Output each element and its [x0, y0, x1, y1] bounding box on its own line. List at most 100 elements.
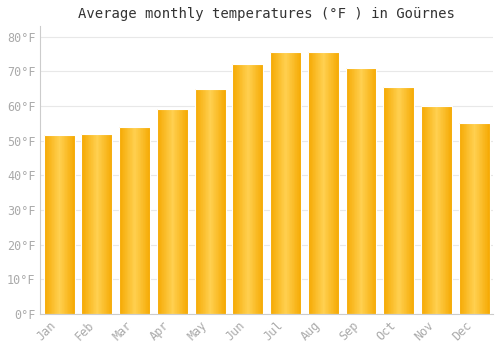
Bar [421, 106, 422, 314]
Bar [308, 52, 309, 314]
Bar [210, 89, 212, 314]
Bar [127, 127, 128, 314]
Bar [172, 110, 173, 314]
Bar [119, 127, 120, 314]
Bar [308, 52, 338, 314]
Bar [276, 52, 277, 314]
Bar [428, 106, 429, 314]
Bar [429, 106, 430, 314]
Bar [392, 87, 393, 314]
Bar [394, 87, 395, 314]
Bar [186, 110, 187, 314]
Bar [277, 52, 278, 314]
Bar [187, 110, 188, 314]
Bar [374, 68, 375, 314]
Bar [431, 106, 432, 314]
Bar [85, 134, 86, 314]
Bar [312, 52, 313, 314]
Bar [66, 135, 67, 314]
Bar [436, 106, 437, 314]
Bar [373, 68, 374, 314]
Bar [458, 123, 460, 314]
Bar [242, 64, 243, 314]
Bar [288, 52, 290, 314]
Bar [101, 134, 102, 314]
Bar [275, 52, 276, 314]
Bar [220, 89, 221, 314]
Bar [324, 52, 325, 314]
Bar [194, 89, 226, 314]
Bar [320, 52, 321, 314]
Bar [163, 110, 164, 314]
Bar [356, 68, 358, 314]
Bar [346, 68, 347, 314]
Bar [337, 52, 338, 314]
Bar [254, 64, 255, 314]
Bar [108, 134, 110, 314]
Bar [132, 127, 133, 314]
Bar [368, 68, 369, 314]
Bar [325, 52, 326, 314]
Bar [139, 127, 140, 314]
Bar [450, 106, 452, 314]
Bar [221, 89, 222, 314]
Bar [272, 52, 273, 314]
Bar [146, 127, 147, 314]
Bar [121, 127, 122, 314]
Bar [359, 68, 360, 314]
Title: Average monthly temperatures (°F ) in Goürnes: Average monthly temperatures (°F ) in Go… [78, 7, 455, 21]
Bar [98, 134, 99, 314]
Bar [94, 134, 95, 314]
Bar [69, 135, 70, 314]
Bar [317, 52, 318, 314]
Bar [140, 127, 141, 314]
Bar [395, 87, 396, 314]
Bar [176, 110, 178, 314]
Bar [354, 68, 355, 314]
Bar [47, 135, 48, 314]
Bar [385, 87, 386, 314]
Bar [215, 89, 216, 314]
Bar [403, 87, 404, 314]
Bar [129, 127, 130, 314]
Bar [232, 64, 264, 314]
Bar [67, 135, 68, 314]
Bar [145, 127, 146, 314]
Bar [157, 110, 188, 314]
Bar [349, 68, 350, 314]
Bar [322, 52, 324, 314]
Bar [361, 68, 362, 314]
Bar [160, 110, 161, 314]
Bar [411, 87, 412, 314]
Bar [179, 110, 180, 314]
Bar [446, 106, 447, 314]
Bar [348, 68, 349, 314]
Bar [89, 134, 90, 314]
Bar [487, 123, 488, 314]
Bar [400, 87, 401, 314]
Bar [328, 52, 329, 314]
Bar [444, 106, 445, 314]
Bar [295, 52, 296, 314]
Bar [404, 87, 405, 314]
Bar [102, 134, 103, 314]
Bar [290, 52, 291, 314]
Bar [408, 87, 410, 314]
Bar [148, 127, 149, 314]
Bar [489, 123, 490, 314]
Bar [432, 106, 434, 314]
Bar [161, 110, 162, 314]
Bar [60, 135, 61, 314]
Bar [50, 135, 51, 314]
Bar [360, 68, 361, 314]
Bar [448, 106, 449, 314]
Bar [178, 110, 179, 314]
Bar [355, 68, 356, 314]
Bar [461, 123, 462, 314]
Bar [351, 68, 352, 314]
Bar [388, 87, 389, 314]
Bar [375, 68, 376, 314]
Bar [95, 134, 96, 314]
Bar [270, 52, 272, 314]
Bar [287, 52, 288, 314]
